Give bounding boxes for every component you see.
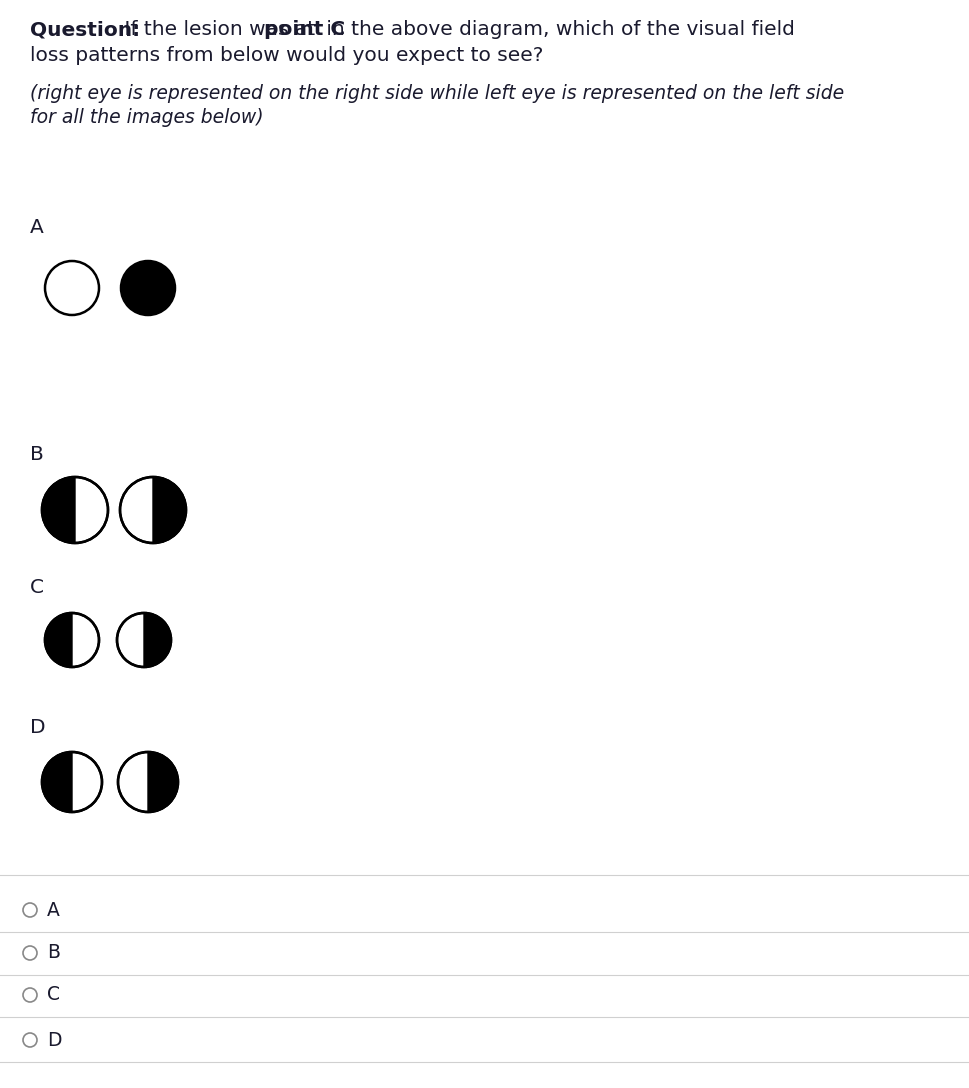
Circle shape — [121, 261, 174, 316]
Text: B: B — [47, 943, 60, 963]
Text: B: B — [30, 445, 44, 463]
Text: If the lesion was at: If the lesion was at — [118, 20, 321, 39]
Text: loss patterns from below would you expect to see?: loss patterns from below would you expec… — [30, 46, 543, 65]
Polygon shape — [143, 613, 171, 667]
Circle shape — [23, 1033, 37, 1047]
Circle shape — [45, 261, 99, 316]
Text: C: C — [30, 578, 44, 597]
Text: point C: point C — [264, 20, 345, 39]
Circle shape — [120, 477, 186, 543]
Text: C: C — [47, 986, 60, 1004]
Circle shape — [42, 752, 102, 812]
Polygon shape — [148, 752, 178, 812]
Polygon shape — [42, 752, 72, 812]
Text: A: A — [30, 218, 44, 237]
Circle shape — [42, 477, 108, 543]
Circle shape — [23, 988, 37, 1002]
Text: in the above diagram, which of the visual field: in the above diagram, which of the visua… — [320, 20, 794, 39]
Text: Question:: Question: — [30, 20, 140, 39]
Circle shape — [117, 613, 171, 667]
Text: (right eye is represented on the right side while left eye is represented on the: (right eye is represented on the right s… — [30, 84, 843, 103]
Text: A: A — [47, 901, 60, 919]
Text: for all the images below): for all the images below) — [30, 108, 264, 127]
Text: D: D — [47, 1030, 61, 1050]
Circle shape — [23, 903, 37, 917]
Circle shape — [23, 945, 37, 960]
Text: D: D — [30, 718, 46, 737]
Polygon shape — [45, 613, 72, 667]
Circle shape — [45, 613, 99, 667]
Circle shape — [118, 752, 178, 812]
Polygon shape — [42, 477, 75, 543]
Polygon shape — [153, 477, 186, 543]
